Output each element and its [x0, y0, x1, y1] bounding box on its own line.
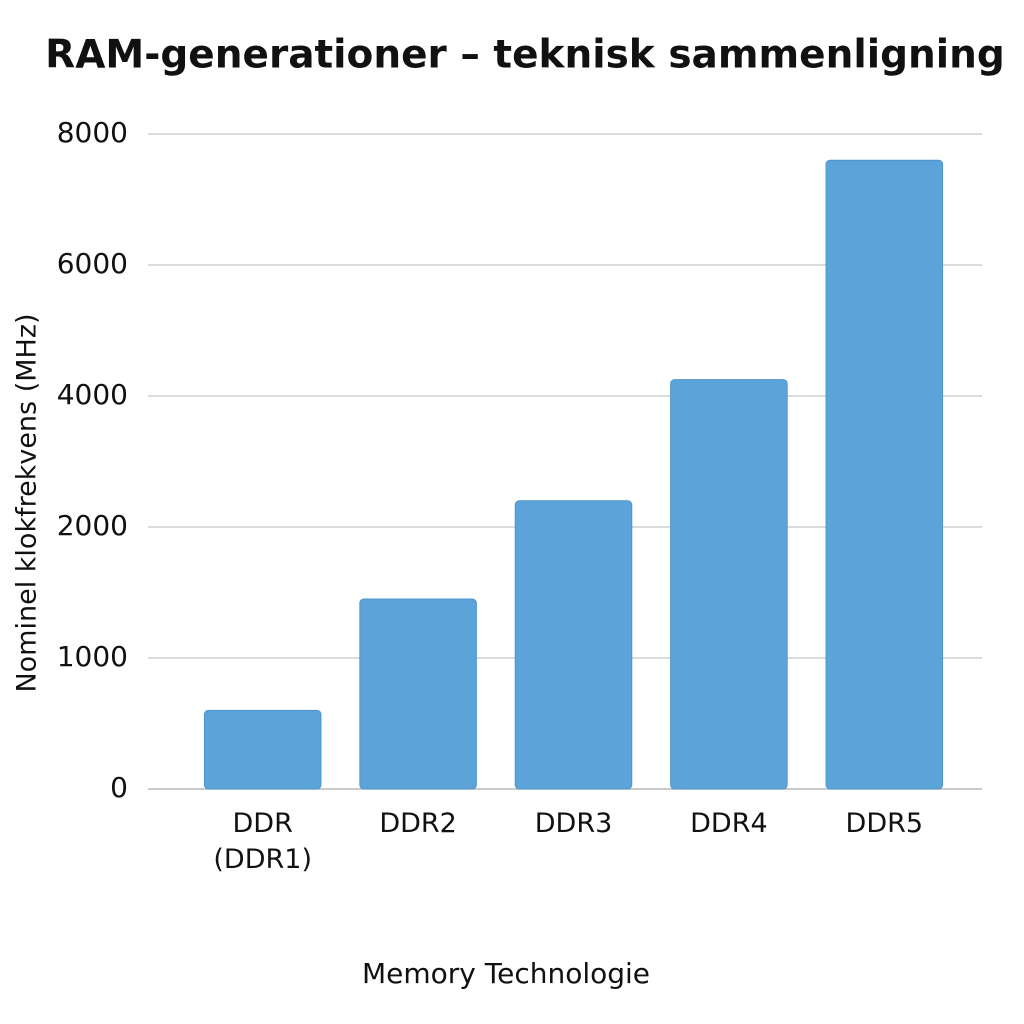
bar — [825, 159, 944, 790]
x-tick-label: DDR3 — [534, 808, 613, 839]
bar — [359, 598, 477, 790]
bar — [203, 709, 322, 790]
y-tick-label: 0 — [110, 771, 128, 804]
y-tick-label: 8000 — [57, 116, 128, 149]
y-tick-label: 6000 — [57, 247, 128, 280]
y-tick-label: 2000 — [57, 509, 128, 542]
bar — [670, 379, 788, 790]
x-tick-label: DDR5 — [845, 808, 924, 839]
chart-title: RAM-generationer – teknisk sammenligning — [45, 33, 1005, 78]
x-axis-title: Memory Technologie — [362, 957, 650, 990]
y-tick-label: 4000 — [57, 378, 128, 411]
bar — [514, 500, 633, 790]
y-tick-label: 1000 — [57, 640, 128, 673]
x-tick-label: DDR2 — [379, 808, 457, 839]
y-axis-title: Nominel klokfrekvens (MHz) — [12, 313, 43, 692]
x-tick-label: DDR (DDR1) — [213, 808, 312, 875]
x-tick-label: DDR4 — [690, 808, 768, 839]
